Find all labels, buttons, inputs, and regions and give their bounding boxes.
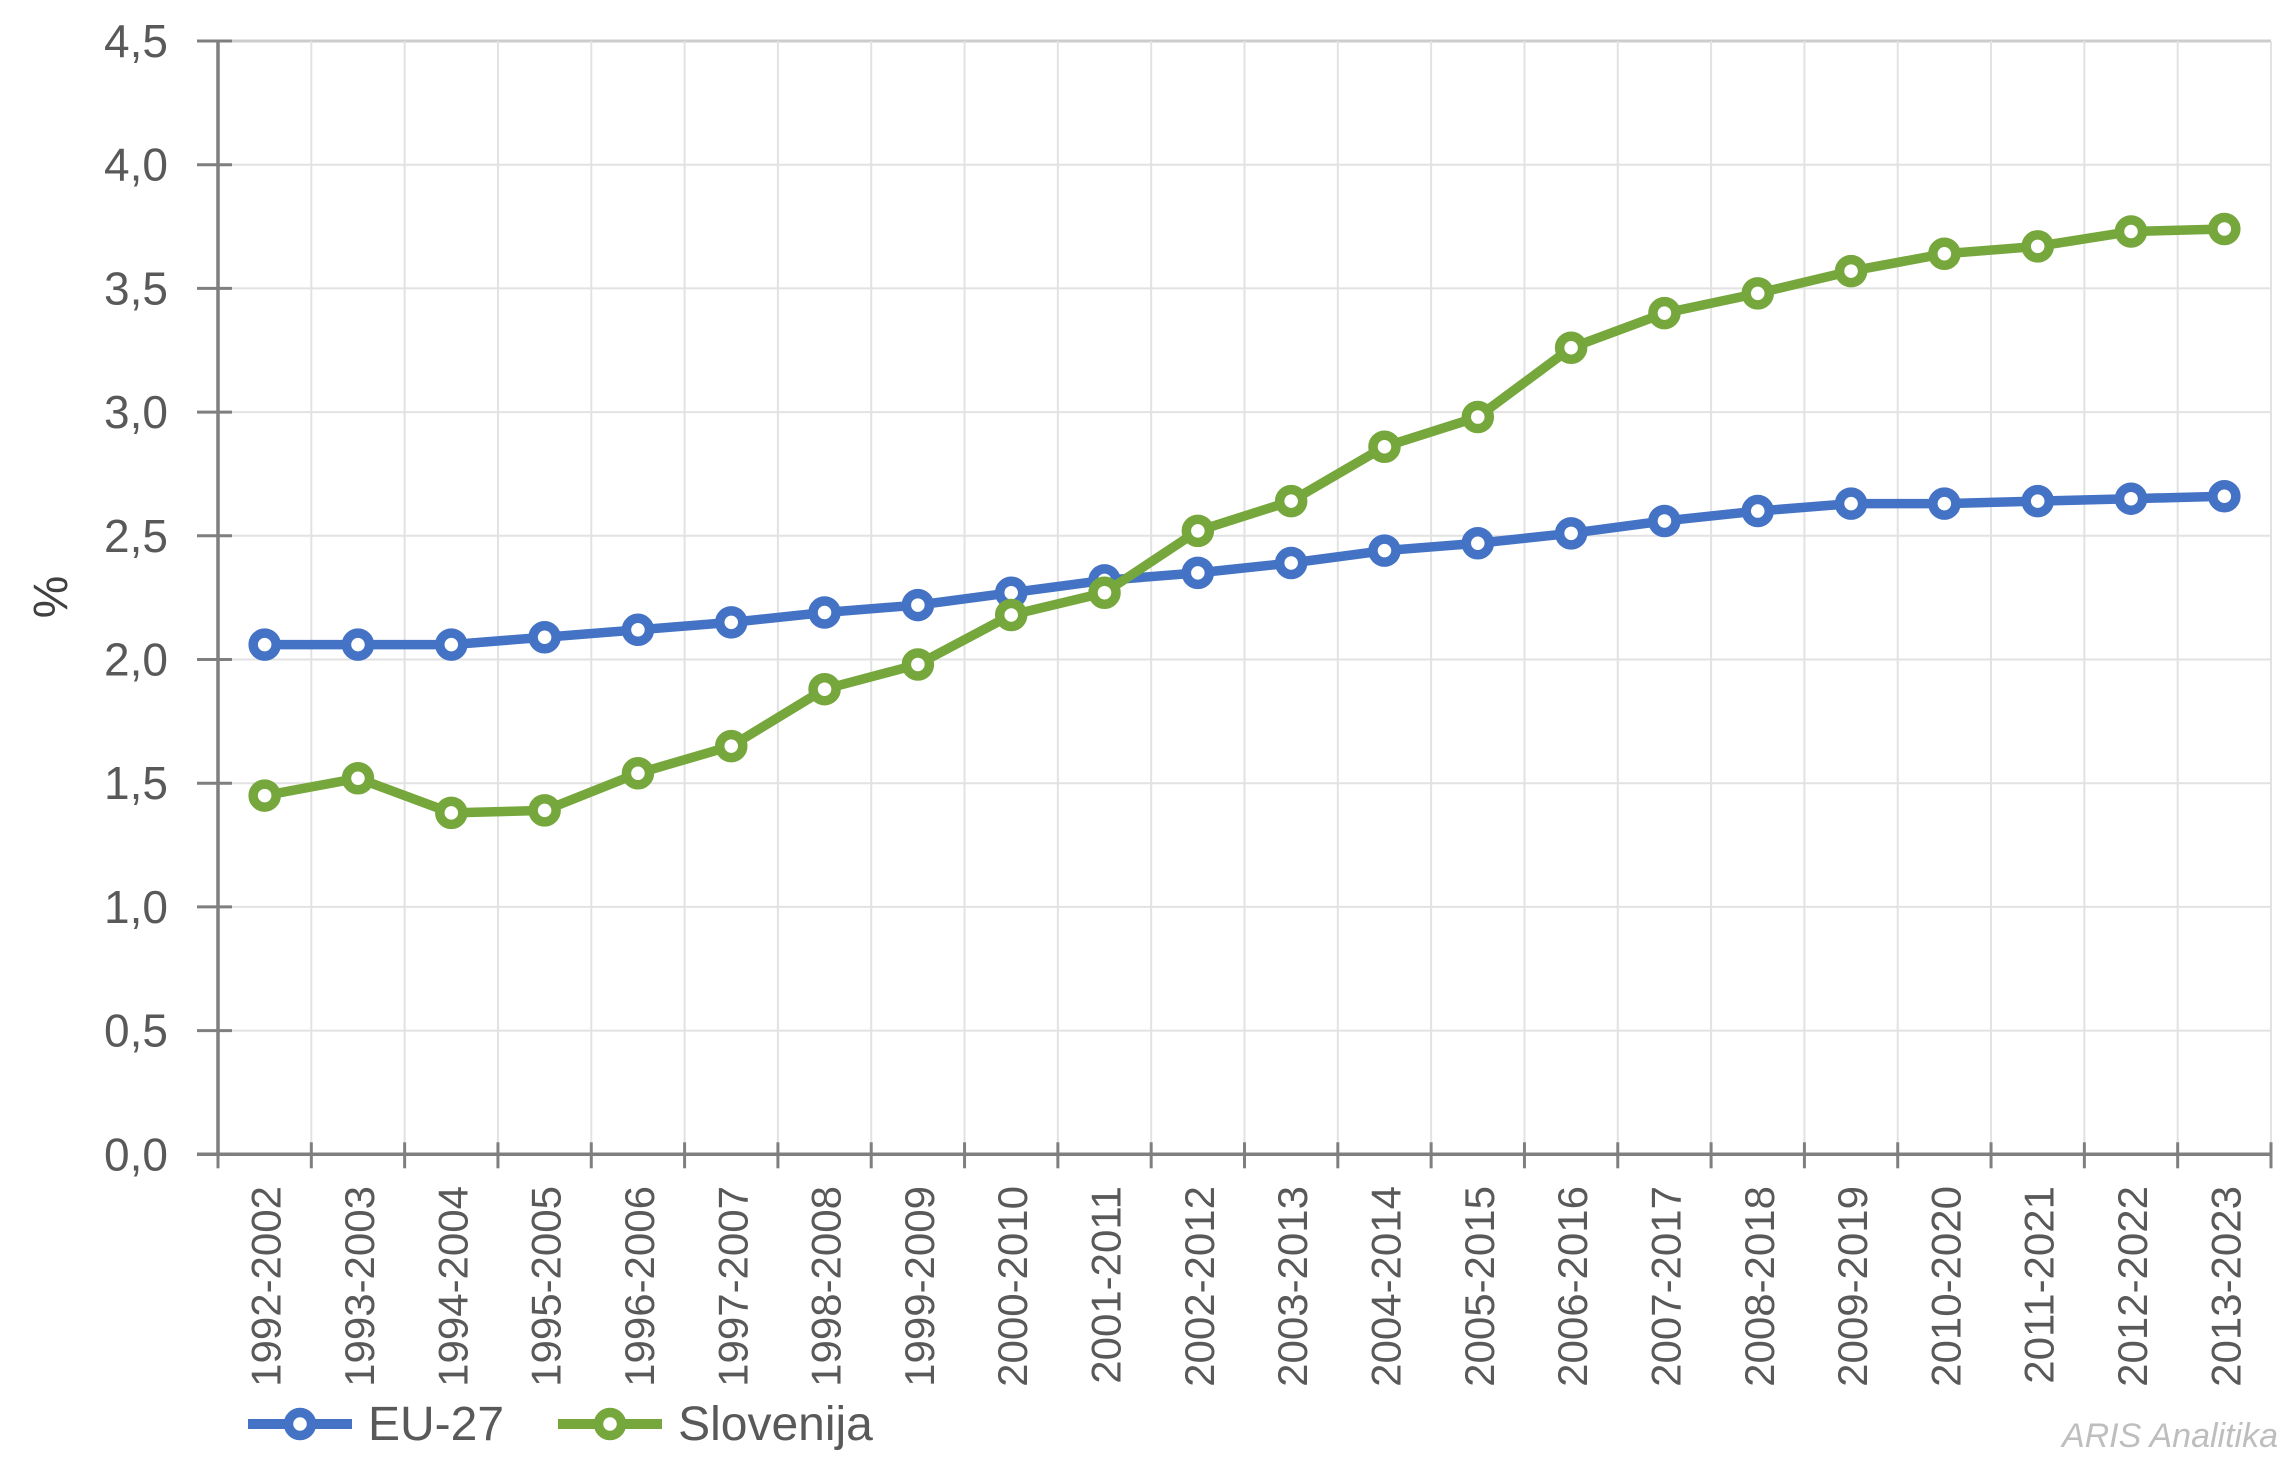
x-tick-label: 2007-2017 xyxy=(1642,1186,1689,1387)
data-point-slovenija xyxy=(1461,400,1495,434)
data-point-slovenija xyxy=(1554,331,1588,365)
legend-label-slovenija: Slovenija xyxy=(678,1397,873,1451)
data-point-slovenija xyxy=(1088,576,1121,609)
data-point-slovenija xyxy=(621,757,655,790)
data-point-eu-27 xyxy=(1274,546,1308,580)
x-tick-label: 1999-2009 xyxy=(896,1186,943,1387)
data-point-eu-27 xyxy=(715,606,748,639)
x-tick-label: 1994-2004 xyxy=(429,1186,476,1387)
data-point-eu-27 xyxy=(248,628,281,661)
x-tick-label: 1997-2007 xyxy=(709,1186,756,1387)
legend-item-slovenija: Slovenija xyxy=(556,1397,873,1452)
data-point-eu-27 xyxy=(1368,534,1401,567)
x-tick-label: 1993-2003 xyxy=(336,1186,383,1387)
x-tick-label: 2006-2016 xyxy=(1549,1186,1596,1387)
y-tick-label: 2,5 xyxy=(104,510,168,562)
data-point-eu-27 xyxy=(1181,556,1215,590)
data-point-slovenija xyxy=(2208,212,2241,246)
y-tick-label: 3,5 xyxy=(104,262,168,314)
data-point-slovenija xyxy=(1368,430,1401,463)
data-point-slovenija xyxy=(1181,514,1215,548)
x-tick-label: 2010-2020 xyxy=(1922,1186,1969,1387)
data-point-eu-27 xyxy=(2208,479,2241,513)
legend-label-eu27: EU-27 xyxy=(368,1397,505,1451)
data-point-slovenija xyxy=(715,729,748,763)
x-tick-label: 2004-2014 xyxy=(1362,1186,1409,1387)
data-point-eu-27 xyxy=(901,588,935,622)
x-tick-label: 2005-2015 xyxy=(1456,1186,1503,1387)
x-tick-label: 2008-2018 xyxy=(1736,1186,1783,1387)
data-point-slovenija xyxy=(435,796,468,830)
data-point-eu-27 xyxy=(1554,517,1588,550)
x-tick-label: 1998-2008 xyxy=(803,1186,850,1387)
data-point-slovenija xyxy=(994,598,1028,632)
data-point-slovenija xyxy=(341,762,375,795)
data-point-slovenija xyxy=(901,648,935,681)
data-point-eu-27 xyxy=(808,596,841,629)
y-tick-label: 1,5 xyxy=(104,757,168,809)
x-tick-label: 2003-2013 xyxy=(1269,1186,1316,1387)
data-point-slovenija xyxy=(2021,230,2054,263)
x-tick-label: 2002-2012 xyxy=(1176,1186,1223,1387)
slovenija-line-marker-icon xyxy=(558,1407,663,1441)
x-tick-label: 1996-2006 xyxy=(616,1186,663,1387)
series-line-eu-27 xyxy=(259,491,2230,650)
eu27-line-marker-icon xyxy=(248,1407,352,1441)
y-tick-label: 1,0 xyxy=(104,881,168,933)
data-point-eu-27 xyxy=(2114,482,2148,515)
data-point-eu-27 xyxy=(528,620,561,654)
y-tick-label: 4,5 xyxy=(104,15,168,67)
data-point-eu-27 xyxy=(1928,487,1961,520)
data-point-slovenija xyxy=(1834,254,1868,288)
data-point-eu-27 xyxy=(2021,484,2054,518)
legend-item-eu27: EU-27 xyxy=(246,1397,504,1452)
y-tick-label: 0,5 xyxy=(104,1005,168,1057)
x-tick-label: 2013-2023 xyxy=(2202,1186,2249,1387)
x-tick-label: 2001-2011 xyxy=(1083,1186,1130,1384)
data-point-eu-27 xyxy=(1461,526,1495,560)
y-tick-label: 0,0 xyxy=(104,1128,168,1180)
y-axis-title: % xyxy=(25,575,78,619)
x-tick-label: 1995-2005 xyxy=(523,1186,570,1387)
x-tick-label: 2000-2010 xyxy=(989,1186,1036,1387)
data-point-slovenija xyxy=(528,794,561,827)
x-tick-label: 2011-2021 xyxy=(2016,1186,2063,1384)
data-point-eu-27 xyxy=(341,628,375,661)
data-point-eu-27 xyxy=(1834,487,1868,520)
data-point-eu-27 xyxy=(621,613,655,647)
data-point-slovenija xyxy=(1928,237,1961,271)
legend: EU-27 Slovenija xyxy=(246,1396,873,1452)
data-point-slovenija xyxy=(2114,215,2148,248)
data-point-slovenija xyxy=(1274,484,1308,518)
y-tick-label: 4,0 xyxy=(104,139,168,191)
x-tick-label: 2012-2022 xyxy=(2109,1186,2156,1387)
y-tick-label: 3,0 xyxy=(104,386,168,438)
data-point-eu-27 xyxy=(1741,494,1774,528)
x-tick-label: 1992-2002 xyxy=(243,1186,290,1387)
y-tick-label: 2,0 xyxy=(104,634,168,686)
x-tick-label: 2009-2019 xyxy=(1829,1186,1876,1387)
data-point-slovenija xyxy=(1741,277,1774,310)
data-point-eu-27 xyxy=(1648,504,1681,538)
data-point-eu-27 xyxy=(435,628,468,661)
data-point-slovenija xyxy=(248,779,281,812)
data-point-slovenija xyxy=(808,672,841,706)
series-line-slovenija xyxy=(259,224,2230,818)
watermark: ARIS Analitika xyxy=(2061,1417,2278,1455)
data-point-slovenija xyxy=(1648,296,1681,330)
